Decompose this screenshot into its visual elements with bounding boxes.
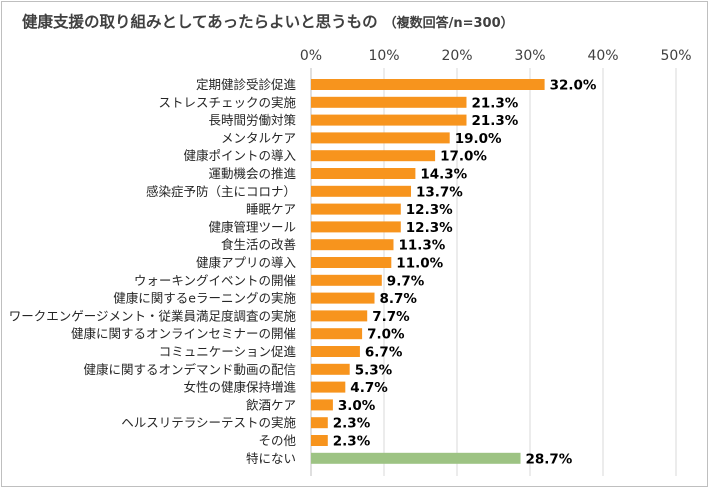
value-label: 28.7%: [526, 451, 573, 467]
category-label: 睡眠ケア: [246, 202, 296, 217]
category-label: 健康管理ツール: [208, 219, 296, 234]
category-label: コミュニケーション促進: [159, 344, 297, 359]
bars: [311, 79, 545, 464]
value-label: 2.3%: [333, 416, 371, 432]
value-labels: 32.0% 21.3% 21.3% 19.0% 17.0% 14.3%13.7% 12.3%…: [333, 78, 597, 468]
value-label: 12.3%: [406, 220, 453, 236]
value-label: 14.3%: [420, 167, 467, 183]
x-tick-label: 50%: [660, 48, 691, 64]
x-tick-label: 10%: [368, 48, 399, 64]
category-label: ワークエンゲージメント・従業員満足度調査の実施: [9, 308, 297, 323]
category-label: その他: [258, 433, 296, 448]
value-label: 7.7%: [372, 309, 410, 325]
category-label: 健康ポイントの導入: [183, 148, 296, 163]
category-label: 健康に関するオンラインセミナーの開催: [71, 326, 296, 341]
bar: [311, 203, 401, 215]
value-label: 13.7%: [416, 184, 463, 200]
bar: [311, 452, 521, 464]
value-label: 11.3%: [398, 238, 445, 254]
value-label: 19.0%: [455, 131, 502, 147]
category-label: 感染症予防（主にコロナ）: [146, 184, 296, 199]
value-label: 17.0%: [440, 149, 487, 165]
category-label: ストレスチェックの実施: [158, 95, 296, 110]
category-label: 健康アプリの導入: [196, 255, 297, 270]
category-label: 長時間労働対策: [208, 113, 296, 128]
category-label: メンタルケア: [221, 130, 296, 145]
bar: [311, 328, 363, 340]
value-label: 3.0%: [338, 398, 376, 414]
x-tick-label: 40%: [587, 48, 618, 64]
value-label: 9.7%: [387, 273, 425, 289]
bar: [311, 150, 436, 162]
value-label: 6.7%: [365, 345, 403, 361]
value-label: 2.3%: [333, 434, 371, 450]
bar: [311, 310, 368, 322]
bar: [311, 257, 392, 268]
category-label: 運動機会の推進: [208, 166, 296, 181]
bar: [311, 96, 467, 108]
value-label: 7.0%: [367, 327, 405, 343]
category-label: ヘルスリテラシーテストの実施: [121, 415, 296, 430]
bar: [311, 363, 350, 375]
bar: [311, 239, 394, 251]
value-label: 8.7%: [380, 291, 418, 307]
category-label: 飲酒ケア: [246, 397, 296, 412]
value-label: 21.3%: [471, 113, 518, 129]
x-tick-label: 30%: [514, 48, 545, 64]
category-label: ウォーキングイベントの開催: [134, 273, 296, 288]
bar: [311, 274, 382, 286]
bar: [311, 79, 545, 90]
x-axis-ticks: 0% 10% 20% 30% 40% 50%: [300, 48, 692, 64]
category-label: 健康に関するオンデマンド動画の配信: [83, 362, 296, 377]
category-label: 健康に関するeラーニングの実施: [113, 291, 296, 306]
bar: [311, 185, 412, 197]
category-label: 定期健診受診促進: [196, 77, 297, 92]
category-labels: 定期健診受診促進ストレスチェックの実施長時間労働対策メンタルケア健康ポイントの導…: [9, 77, 297, 466]
x-tick-label: 20%: [441, 48, 472, 64]
value-label: 4.7%: [350, 380, 388, 396]
bar: [311, 221, 401, 233]
bar: [311, 114, 467, 126]
bar: [311, 417, 328, 429]
bar: [311, 346, 360, 357]
chart-subtitle: （複数回答/n=300）: [384, 15, 514, 31]
bar: [311, 132, 450, 144]
chart-title: 健康支援の取り組みとしてあったらよいと思うもの: [22, 12, 378, 31]
bar: [311, 168, 416, 179]
value-label: 12.3%: [406, 202, 453, 218]
category-label: 女性の健康保持増進: [183, 380, 296, 395]
x-tick-label: 0%: [300, 48, 322, 64]
value-label: 32.0%: [550, 78, 597, 94]
value-label: 5.3%: [355, 362, 393, 378]
category-label: 食生活の改善: [221, 237, 296, 252]
category-label: 特にない: [246, 451, 296, 466]
bar: [311, 399, 333, 411]
bar: [311, 435, 328, 446]
bar: [311, 292, 375, 304]
value-label: 11.0%: [396, 256, 443, 272]
bar: [311, 381, 346, 393]
value-label: 21.3%: [471, 95, 518, 111]
